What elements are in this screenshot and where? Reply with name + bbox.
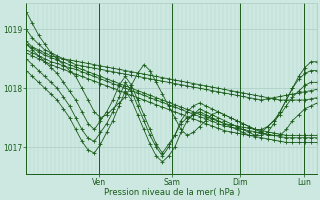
X-axis label: Pression niveau de la mer( hPa ): Pression niveau de la mer( hPa ) [104,188,240,197]
